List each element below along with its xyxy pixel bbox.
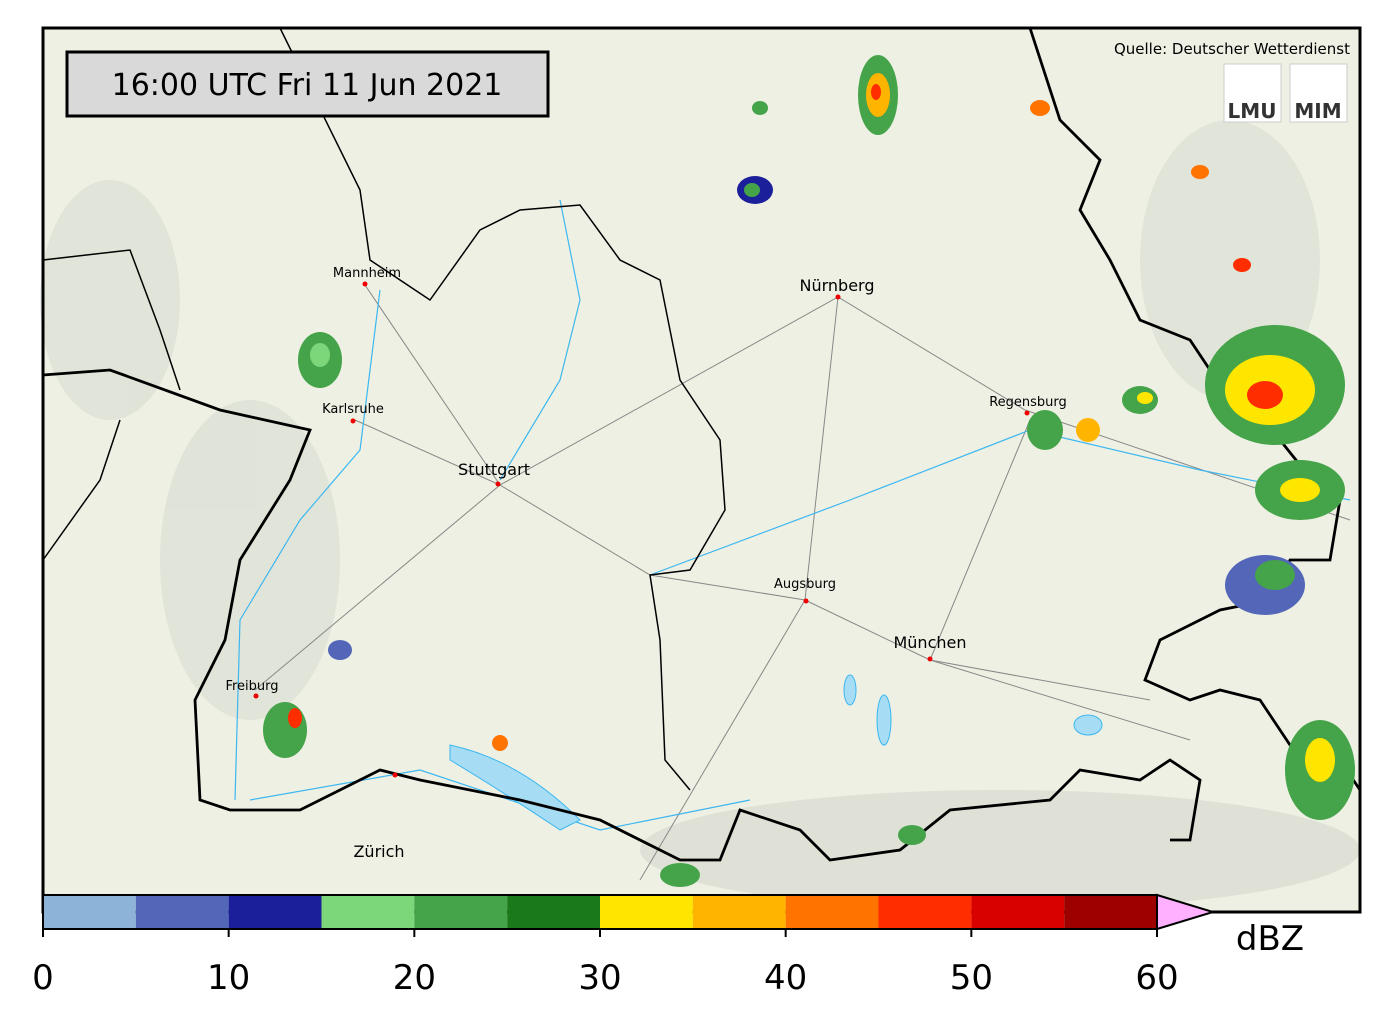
colorbar-segment [228, 895, 322, 929]
city-label: Karlsruhe [322, 402, 384, 417]
terrain [40, 120, 1360, 910]
city-label: Stuttgart [458, 460, 530, 479]
tick-label: 50 [950, 958, 993, 998]
city-label: Freiburg [225, 679, 278, 694]
colorbar-segment [878, 895, 972, 929]
tick-label: 60 [1135, 958, 1178, 998]
colorbar-segment [507, 895, 600, 929]
timestamp-box [65, 50, 550, 118]
timestamp: 16:00 UTC Fri 11 Jun 2021 [112, 68, 503, 103]
tick-label: 40 [764, 958, 807, 998]
city-label: Augsburg [774, 577, 836, 592]
colorbar-segment [414, 895, 508, 929]
tick-label: 10 [207, 958, 250, 998]
source-note: Quelle: Deutscher Wetterdienst [1114, 40, 1350, 58]
radar-echoes [263, 55, 1355, 887]
city-label: Nürnberg [800, 276, 875, 295]
city-label: München [893, 633, 966, 652]
tick-label: 0 [32, 958, 54, 998]
colorbar-unit: dBZ [1236, 919, 1304, 959]
city-dots [253, 281, 1030, 778]
colorbar-segment [321, 895, 415, 929]
tick-label: 30 [578, 958, 621, 998]
colorbar-segment [600, 895, 693, 929]
colorbar: 0 10 20 30 40 50 60 dBZ [32, 893, 1304, 998]
logo: MIM [1294, 99, 1341, 123]
colorbar-segment [971, 895, 1065, 929]
logo-box [1289, 63, 1348, 123]
colorbar-segment [1064, 895, 1157, 929]
colorbar-segment [785, 895, 879, 929]
city-label: Regensburg [989, 395, 1067, 410]
tick-label: 20 [393, 958, 436, 998]
colorbar-segment [692, 895, 786, 929]
map-background [43, 28, 1360, 912]
logo: LMU [1228, 99, 1277, 123]
city-label: Mannheim [333, 266, 401, 281]
city-label: Zürich [353, 842, 404, 861]
logo-box [1223, 63, 1282, 123]
colorbar-segment [43, 895, 136, 929]
borders [42, 27, 1362, 862]
colorbar-segment [135, 895, 229, 929]
